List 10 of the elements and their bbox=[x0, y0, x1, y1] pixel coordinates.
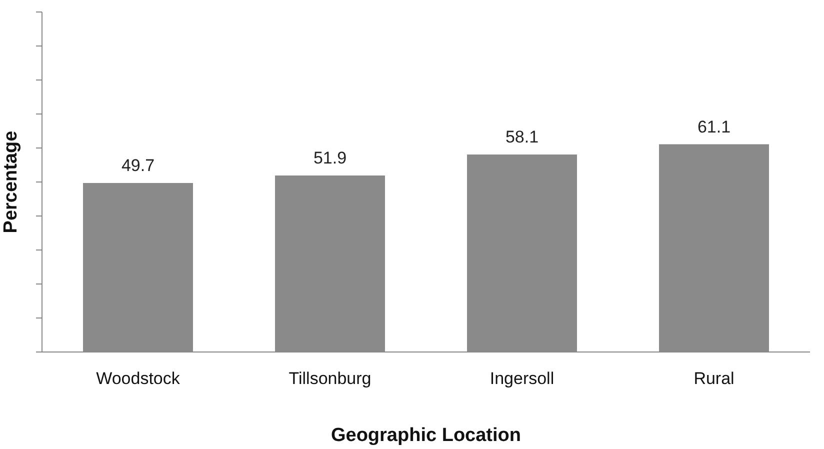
x-tick-label: Tillsonburg bbox=[288, 369, 372, 388]
data-label: 61.1 bbox=[697, 117, 731, 136]
x-tick-label: Woodstock bbox=[96, 369, 180, 388]
data-label: 51.9 bbox=[313, 148, 347, 168]
x-axis-title: Geographic Location bbox=[330, 425, 522, 446]
data-label: 49.7 bbox=[121, 156, 155, 176]
data-label: 58.1 bbox=[505, 127, 539, 146]
y-axis-title: Percentage bbox=[0, 130, 22, 234]
x-tick-label: Ingersoll bbox=[490, 369, 554, 388]
x-tick-label: Rural bbox=[694, 369, 734, 388]
